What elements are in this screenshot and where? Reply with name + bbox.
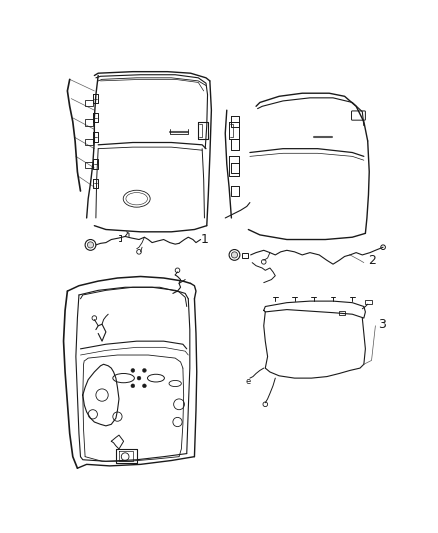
Circle shape <box>229 249 240 260</box>
Circle shape <box>92 316 97 320</box>
Circle shape <box>261 260 266 264</box>
Circle shape <box>88 242 94 248</box>
Text: 3: 3 <box>378 318 385 330</box>
Circle shape <box>173 399 184 410</box>
Circle shape <box>381 245 385 249</box>
Circle shape <box>121 453 129 461</box>
Circle shape <box>142 384 146 387</box>
Ellipse shape <box>148 374 164 382</box>
Circle shape <box>175 268 180 273</box>
Circle shape <box>231 252 237 258</box>
Circle shape <box>131 384 135 387</box>
FancyBboxPatch shape <box>85 100 93 106</box>
Ellipse shape <box>113 374 134 383</box>
Circle shape <box>88 410 97 419</box>
Text: e: e <box>246 377 251 386</box>
Text: 1: 1 <box>201 233 208 246</box>
Circle shape <box>263 402 268 407</box>
FancyBboxPatch shape <box>85 139 93 145</box>
Circle shape <box>131 368 135 373</box>
Text: 2: 2 <box>367 254 375 267</box>
Circle shape <box>173 417 182 426</box>
Ellipse shape <box>126 192 148 205</box>
Circle shape <box>142 368 146 373</box>
FancyBboxPatch shape <box>339 311 346 315</box>
FancyBboxPatch shape <box>352 111 365 120</box>
Circle shape <box>85 239 96 251</box>
Circle shape <box>137 249 141 254</box>
FancyBboxPatch shape <box>365 301 371 304</box>
FancyBboxPatch shape <box>85 119 93 126</box>
FancyBboxPatch shape <box>242 253 248 258</box>
Circle shape <box>137 376 141 380</box>
Circle shape <box>96 389 108 401</box>
Circle shape <box>113 412 122 421</box>
Ellipse shape <box>169 381 181 386</box>
Ellipse shape <box>123 190 150 207</box>
FancyBboxPatch shape <box>85 161 93 168</box>
